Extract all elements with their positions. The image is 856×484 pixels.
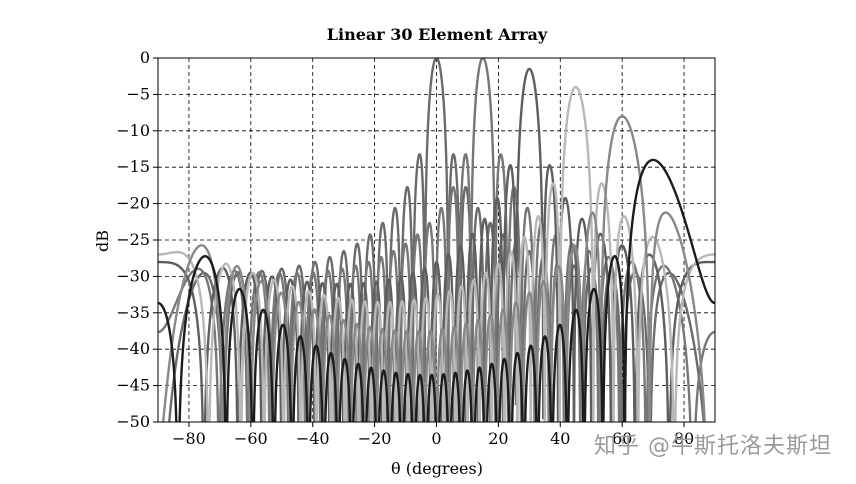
series-group	[158, 58, 715, 422]
y-tick-label: −10	[116, 121, 150, 140]
x-tick-label: 80	[674, 429, 694, 448]
y-tick-label: −25	[116, 230, 150, 249]
x-tick-label: −20	[358, 429, 392, 448]
x-tick-label: −40	[296, 429, 330, 448]
y-tick-label: −20	[116, 194, 150, 213]
series-line	[158, 158, 715, 422]
y-tick-label: −15	[116, 157, 150, 176]
watermark: 知乎 @牛斯托洛夫斯坦	[594, 434, 832, 459]
x-tick-label: 40	[550, 429, 570, 448]
x-tick-label: 60	[612, 429, 632, 448]
series-line	[158, 85, 715, 422]
x-tick-label: −60	[234, 429, 268, 448]
y-tick-label: 0	[140, 48, 150, 67]
y-tick-label: −50	[116, 412, 150, 431]
x-tick-label: 0	[431, 429, 441, 448]
x-axis-label: θ (degrees)	[391, 459, 483, 478]
chart-title: Linear 30 Element Array	[327, 25, 548, 44]
y-tick-label: −40	[116, 339, 150, 358]
y-tick-label: −30	[116, 266, 150, 285]
y-tick-label: −45	[116, 376, 150, 395]
x-tick-label: 20	[488, 429, 508, 448]
y-tick-label: −35	[116, 303, 150, 322]
x-tick-label: −80	[172, 429, 206, 448]
series-line	[161, 115, 706, 422]
y-axis-label: dB	[93, 230, 112, 252]
plot-area: −80 −60 −40 −20 0 20 40 60 80 0 −5 −10 −15 −20 −25 −30 −…	[116, 48, 716, 448]
y-tick-label: −5	[126, 84, 150, 103]
